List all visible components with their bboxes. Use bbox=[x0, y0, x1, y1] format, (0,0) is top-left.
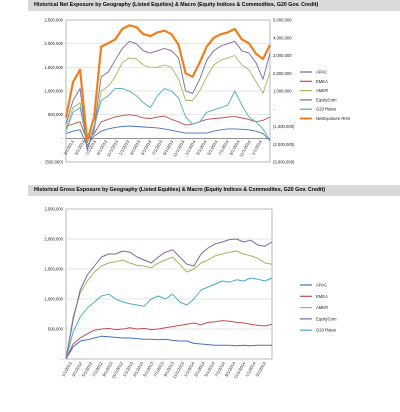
net-exposure-title: Historical Net Exposure by Geography (Li… bbox=[28, 0, 400, 11]
legend-label: EquityCom bbox=[316, 316, 337, 321]
y-tick-label: 500,000 bbox=[48, 327, 64, 332]
x-tick-label: 3/1/2014 bbox=[254, 360, 267, 377]
x-tick-label: 1/1/2014 bbox=[250, 139, 263, 156]
net-exposure-chart: 2,500,000 2,000,000 1,500,000 1,000,000 500,… bbox=[44, 18, 350, 165]
legend-label: EMEA bbox=[316, 79, 328, 84]
legend-label: APAC bbox=[316, 283, 327, 288]
y-right-tick-label: 5,000,000 bbox=[273, 18, 292, 23]
legend-label: AMER bbox=[316, 305, 328, 310]
series-line bbox=[65, 40, 271, 151]
legend-label: AMER bbox=[316, 88, 328, 93]
series-line bbox=[65, 88, 271, 144]
series-line bbox=[65, 320, 273, 360]
legend-label: EMEA bbox=[316, 294, 328, 299]
y-right-tick-label: 1,000,000 bbox=[273, 89, 292, 94]
series-line bbox=[65, 277, 273, 360]
legend-label: EquityCom bbox=[316, 97, 337, 102]
series-line bbox=[65, 114, 271, 142]
y-tick-label: 1,500,000 bbox=[44, 267, 63, 272]
plot-frame bbox=[65, 208, 273, 360]
legend-label: G20 Rates bbox=[316, 107, 336, 112]
x-tick-label: 11/1/2014 bbox=[238, 139, 252, 158]
y-left-tick-label: (500,000) bbox=[45, 160, 64, 165]
series-line bbox=[65, 55, 271, 149]
y-right-tick-label: 3,000,000 bbox=[273, 53, 292, 58]
series-line bbox=[65, 238, 273, 360]
legend-label: G20 Rates bbox=[316, 328, 336, 333]
legend-label: APAC bbox=[316, 70, 327, 75]
y-right-tick-label: - bbox=[273, 106, 275, 111]
y-tick-label: - bbox=[62, 357, 64, 362]
y-right-tick-label: (3,000,000) bbox=[273, 160, 295, 165]
series-line bbox=[64, 24, 271, 142]
x-tick-label: 11/1/2013 bbox=[106, 139, 120, 158]
series-line bbox=[65, 250, 273, 360]
series-line bbox=[65, 125, 271, 146]
y-right-tick-label: (2,000,000) bbox=[273, 142, 295, 147]
y-tick-label: 2,500,000 bbox=[44, 207, 63, 212]
y-left-tick-label: 1,000,000 bbox=[44, 89, 63, 94]
series-line bbox=[65, 335, 272, 360]
gross-exposure-chart: 2,500,000 2,000,000 1,500,000 1,000,000 500,… bbox=[44, 207, 337, 380]
y-left-tick-label: 2,500,000 bbox=[44, 18, 63, 23]
y-left-tick-label: 500,000 bbox=[48, 112, 64, 117]
legend-label: NetExposure RHS bbox=[316, 116, 350, 121]
y-right-tick-label: 4,000,000 bbox=[273, 35, 292, 40]
x-tick-label: 11/1/2013 bbox=[172, 139, 186, 158]
y-right-tick-label: (1,000,000) bbox=[273, 124, 295, 129]
y-left-tick-label: - bbox=[62, 136, 64, 141]
y-left-tick-label: 2,000,000 bbox=[44, 41, 63, 46]
y-right-tick-label: 2,000,000 bbox=[273, 71, 292, 76]
y-tick-label: 2,000,000 bbox=[44, 237, 63, 242]
y-tick-label: 1,000,000 bbox=[44, 297, 63, 302]
gross-exposure-title: Historical Gross Exposure by Geography (… bbox=[28, 185, 400, 196]
y-left-tick-label: 1,500,000 bbox=[44, 65, 63, 70]
